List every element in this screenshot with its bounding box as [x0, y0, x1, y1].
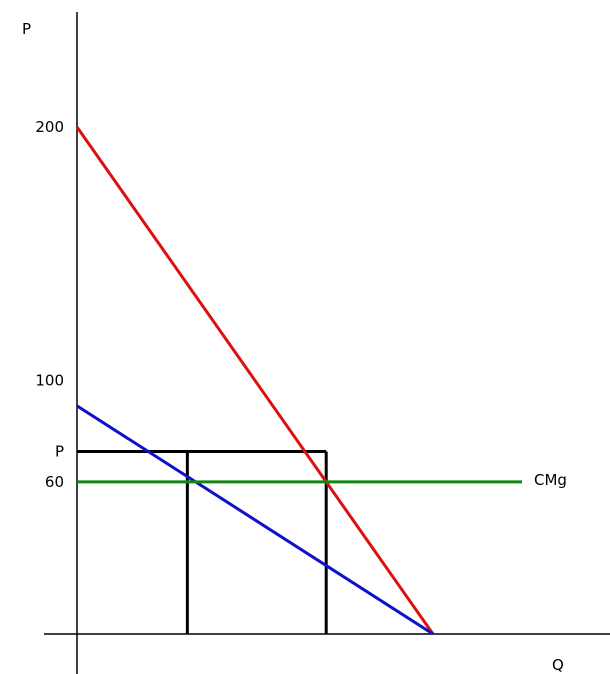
axes: P Q [22, 12, 610, 674]
y-tick-label: 200 [35, 118, 64, 136]
y-axis-label: P [22, 20, 31, 38]
series-line [76, 404, 434, 636]
y-tick-label: 60 [45, 473, 64, 491]
y-tick-label: P [55, 442, 64, 460]
series-lines [75, 126, 522, 636]
series-label: CMg [534, 471, 567, 489]
series-line [75, 126, 435, 635]
series-labels: CMg [534, 471, 567, 489]
y-tick-labels: 200 100 P 60 [35, 118, 64, 491]
x-axis-label: Q [552, 656, 564, 674]
y-tick-label: 100 [35, 372, 64, 390]
